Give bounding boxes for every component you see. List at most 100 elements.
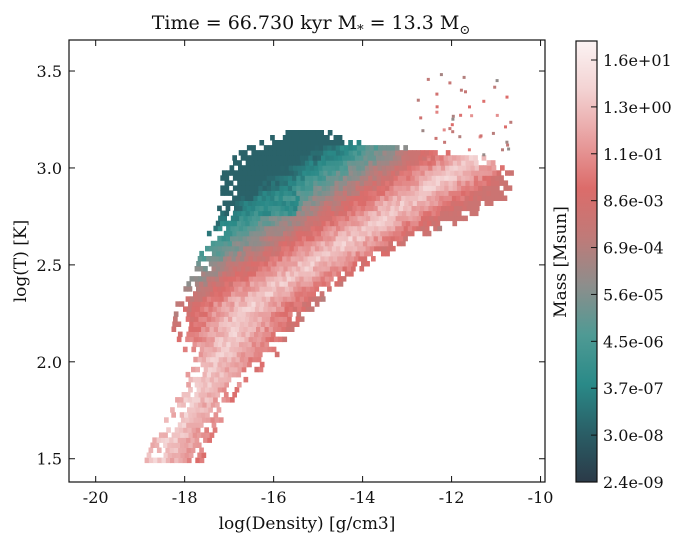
heatmap-cell [459, 113, 463, 117]
heatmap-cell [380, 220, 386, 227]
heatmap-cell [227, 240, 233, 247]
heatmap-cell [447, 155, 453, 161]
heatmap-cell [499, 190, 504, 196]
heatmap-cell [386, 205, 391, 212]
heatmap-cell [283, 281, 289, 287]
heatmap-cell [221, 170, 227, 176]
heatmap-cell [264, 170, 269, 176]
heatmap-cell [466, 205, 472, 212]
heatmap-cell [322, 165, 328, 171]
heatmap-cell [299, 256, 304, 262]
heatmap-cell [368, 190, 373, 196]
heatmap-cell [294, 271, 299, 277]
heatmap-cell [312, 135, 317, 141]
heatmap-cell [435, 185, 441, 191]
heatmap-cell [260, 200, 266, 206]
heatmap-cell [226, 271, 232, 277]
heatmap-cell [316, 195, 322, 201]
heatmap-cell [276, 245, 282, 252]
heatmap-cell [377, 165, 383, 171]
heatmap-cell [470, 165, 476, 171]
heatmap-cell [370, 200, 376, 206]
heatmap-cell [458, 170, 464, 176]
heatmap-cell [279, 220, 284, 227]
heatmap-cell [215, 351, 221, 358]
heatmap-cell [275, 185, 280, 191]
heatmap-cell [229, 346, 235, 353]
heatmap-cell [454, 215, 460, 222]
heatmap-cell [322, 235, 328, 242]
heatmap-cell [293, 235, 298, 242]
heatmap-cell [259, 301, 265, 307]
heatmap-cell [262, 281, 268, 287]
heatmap-cell [304, 296, 309, 302]
colorbar-tick-label: 3.0e-08 [603, 426, 664, 445]
heatmap-cell [244, 296, 250, 302]
heatmap-cell [236, 296, 242, 302]
heatmap-cell [378, 200, 384, 206]
heatmap-cell [189, 417, 194, 423]
heatmap-cell [326, 250, 331, 257]
heatmap-cell [359, 230, 364, 237]
heatmap-cell [422, 195, 427, 201]
heatmap-cell [372, 180, 378, 186]
heatmap-cell [276, 225, 282, 232]
heatmap-cell [314, 225, 320, 232]
heatmap-cell [262, 220, 267, 227]
heatmap-cell [253, 351, 259, 358]
heatmap-cell [262, 160, 268, 166]
heatmap-cell [252, 356, 258, 363]
heatmap-cell [206, 402, 212, 408]
heatmap-cell [272, 225, 278, 232]
heatmap-cell [358, 240, 364, 247]
heatmap-cell [295, 276, 300, 282]
heatmap-cell [225, 235, 231, 242]
heatmap-cell [451, 130, 455, 134]
heatmap-cell [300, 220, 305, 227]
heatmap-cell [232, 331, 238, 338]
heatmap-cell [234, 326, 240, 332]
heatmap-cell [247, 215, 253, 222]
heatmap-cell [242, 205, 248, 212]
heatmap-cell [338, 185, 344, 191]
heatmap-cell [184, 432, 189, 438]
heatmap-cell [391, 245, 396, 252]
heatmap-cell [196, 387, 202, 393]
heatmap-cell [352, 205, 358, 212]
heatmap-cell [252, 256, 258, 262]
heatmap-cell [182, 457, 188, 464]
heatmap-cell [369, 245, 375, 252]
heatmap-cell [401, 230, 406, 237]
heatmap-cell [418, 175, 424, 181]
heatmap-cell [460, 155, 466, 161]
heatmap-cell [202, 276, 207, 282]
heatmap-cell [251, 150, 257, 156]
heatmap-cell [211, 331, 217, 338]
heatmap-cell [304, 250, 310, 257]
heatmap-cell [258, 175, 263, 181]
heatmap-cell [188, 326, 194, 332]
heatmap-cell [325, 135, 330, 141]
heatmap-cell [236, 316, 242, 322]
heatmap-cell [199, 331, 204, 338]
heatmap-cell [433, 200, 439, 206]
heatmap-cell [274, 155, 280, 161]
heatmap-cell [317, 250, 323, 257]
heatmap-cell [436, 205, 442, 212]
heatmap-cell [342, 195, 347, 201]
heatmap-cell [317, 180, 323, 186]
heatmap-cell [298, 225, 303, 232]
heatmap-cell [184, 412, 189, 418]
y-tick-label: 3.0 [37, 159, 62, 178]
heatmap-cell [268, 271, 274, 277]
heatmap-cell [194, 422, 200, 428]
heatmap-cell [316, 155, 322, 161]
heatmap-cell [427, 158, 431, 162]
heatmap-cell [163, 452, 169, 458]
heatmap-cell [482, 175, 487, 181]
heatmap-cell [427, 175, 432, 181]
heatmap-cell [323, 261, 328, 267]
heatmap-cell [255, 286, 260, 292]
heatmap-cell [236, 240, 241, 247]
heatmap-cell [255, 301, 261, 307]
